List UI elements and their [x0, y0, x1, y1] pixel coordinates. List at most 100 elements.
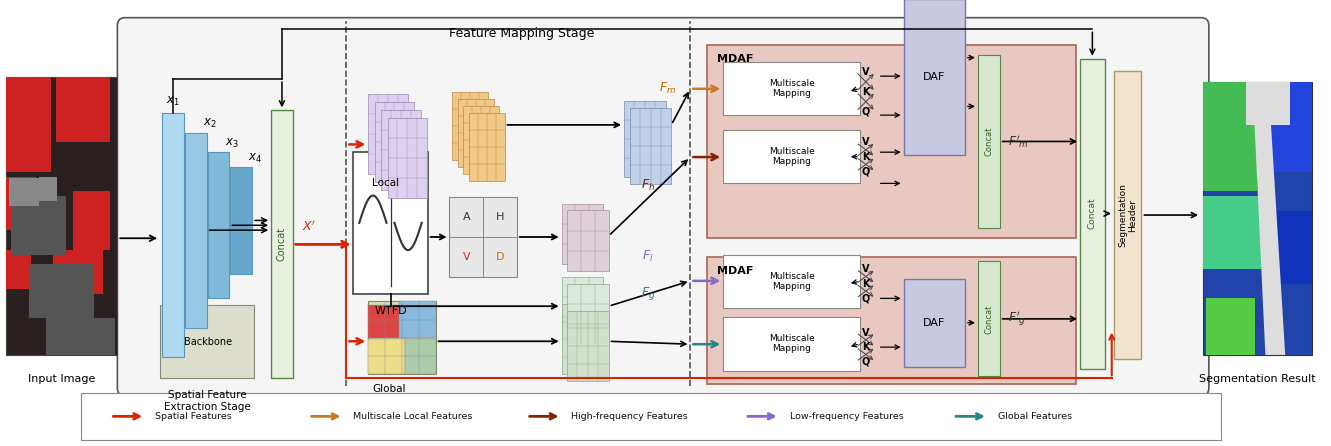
Bar: [458, 99, 494, 167]
Text: Q: Q: [861, 357, 870, 367]
Text: $x_1$: $x_1$: [166, 95, 180, 108]
Text: H: H: [496, 212, 504, 222]
Bar: [567, 284, 608, 344]
Bar: [1203, 196, 1262, 269]
Bar: [1258, 82, 1312, 172]
Bar: [374, 102, 414, 182]
Text: Multiscale
Mapping: Multiscale Mapping: [768, 272, 815, 291]
Text: V: V: [862, 264, 869, 274]
Bar: [453, 92, 488, 160]
Bar: [369, 305, 398, 338]
Text: WTFD: WTFD: [374, 306, 407, 316]
Bar: [1114, 71, 1142, 359]
Text: Q: Q: [861, 293, 870, 303]
Text: Spatial Feature
Extraction Stage: Spatial Feature Extraction Stage: [164, 390, 252, 412]
Text: Q: Q: [861, 167, 870, 177]
Bar: [398, 301, 435, 338]
Bar: [463, 106, 499, 174]
Text: Segmentation Result: Segmentation Result: [1199, 374, 1316, 384]
Text: K: K: [862, 342, 869, 352]
Text: Spatial Features: Spatial Features: [154, 412, 232, 421]
Bar: [7, 77, 51, 172]
Bar: [39, 177, 57, 201]
Bar: [56, 77, 110, 142]
Text: A: A: [463, 212, 470, 222]
Bar: [73, 191, 110, 250]
Bar: [11, 196, 65, 255]
Text: Feature Mapping Stage: Feature Mapping Stage: [449, 27, 595, 40]
Text: Q: Q: [861, 107, 870, 116]
Text: $F'_m$: $F'_m$: [1008, 133, 1029, 150]
Bar: [723, 130, 860, 183]
Polygon shape: [1252, 82, 1286, 355]
Bar: [1203, 82, 1258, 191]
Bar: [567, 211, 608, 271]
Text: DAF: DAF: [924, 72, 945, 82]
Text: Multiscale
Mapping: Multiscale Mapping: [768, 78, 815, 98]
Bar: [723, 255, 860, 308]
Text: $F_h$: $F_h$: [640, 178, 655, 193]
Bar: [7, 250, 31, 289]
Bar: [47, 318, 116, 355]
Text: DAF: DAF: [924, 318, 945, 328]
Text: $F'_g$: $F'_g$: [1008, 310, 1026, 328]
Bar: [353, 152, 427, 293]
Bar: [567, 311, 608, 381]
Bar: [707, 45, 1075, 238]
Text: Backbone: Backbone: [184, 337, 232, 347]
Bar: [1203, 82, 1312, 355]
Text: V: V: [862, 67, 869, 77]
Text: $X'$: $X'$: [302, 219, 315, 234]
Bar: [450, 197, 516, 277]
Bar: [369, 94, 407, 173]
Bar: [381, 110, 421, 190]
Text: $x_2$: $x_2$: [202, 117, 217, 131]
Bar: [904, 0, 965, 155]
Text: MDAF: MDAF: [717, 54, 753, 64]
Bar: [7, 77, 117, 355]
Text: High-frequency Features: High-frequency Features: [571, 412, 688, 421]
Bar: [160, 305, 254, 378]
Text: Multiscale Local Features: Multiscale Local Features: [353, 412, 473, 421]
Bar: [7, 177, 36, 230]
Bar: [1246, 82, 1290, 125]
Text: K: K: [862, 279, 869, 289]
Text: D: D: [495, 252, 504, 262]
Text: $F_g$: $F_g$: [640, 285, 655, 302]
Bar: [978, 261, 1000, 376]
Bar: [624, 100, 666, 177]
Text: Multiscale
Mapping: Multiscale Mapping: [768, 334, 815, 353]
Text: Concat: Concat: [985, 304, 993, 334]
Text: Segmentation
Header: Segmentation Header: [1118, 183, 1137, 247]
FancyBboxPatch shape: [117, 18, 1209, 396]
Text: V: V: [862, 327, 869, 338]
Text: Concat: Concat: [985, 127, 993, 156]
Text: $x_4$: $x_4$: [248, 152, 262, 165]
Bar: [562, 277, 603, 337]
Text: V: V: [862, 137, 869, 148]
Bar: [208, 152, 229, 298]
Text: Concat: Concat: [277, 227, 287, 261]
Bar: [904, 279, 965, 367]
Text: $F_m$: $F_m$: [659, 81, 676, 96]
Text: Multiscale
Mapping: Multiscale Mapping: [768, 147, 815, 166]
Bar: [1079, 58, 1105, 368]
Text: Concat: Concat: [1087, 198, 1097, 229]
Bar: [562, 204, 603, 264]
Text: Global Features: Global Features: [998, 412, 1071, 421]
Bar: [1262, 211, 1312, 284]
Bar: [469, 113, 504, 181]
Bar: [707, 257, 1075, 384]
Bar: [230, 167, 252, 274]
Text: V: V: [463, 252, 470, 262]
Bar: [1206, 298, 1255, 355]
Bar: [562, 304, 603, 375]
Bar: [405, 339, 435, 375]
Text: K: K: [862, 152, 869, 162]
Text: Input Image: Input Image: [28, 374, 96, 384]
Bar: [272, 110, 293, 378]
Bar: [387, 118, 427, 198]
Text: K: K: [862, 87, 869, 97]
Text: $x_3$: $x_3$: [225, 137, 240, 150]
Bar: [9, 178, 39, 206]
